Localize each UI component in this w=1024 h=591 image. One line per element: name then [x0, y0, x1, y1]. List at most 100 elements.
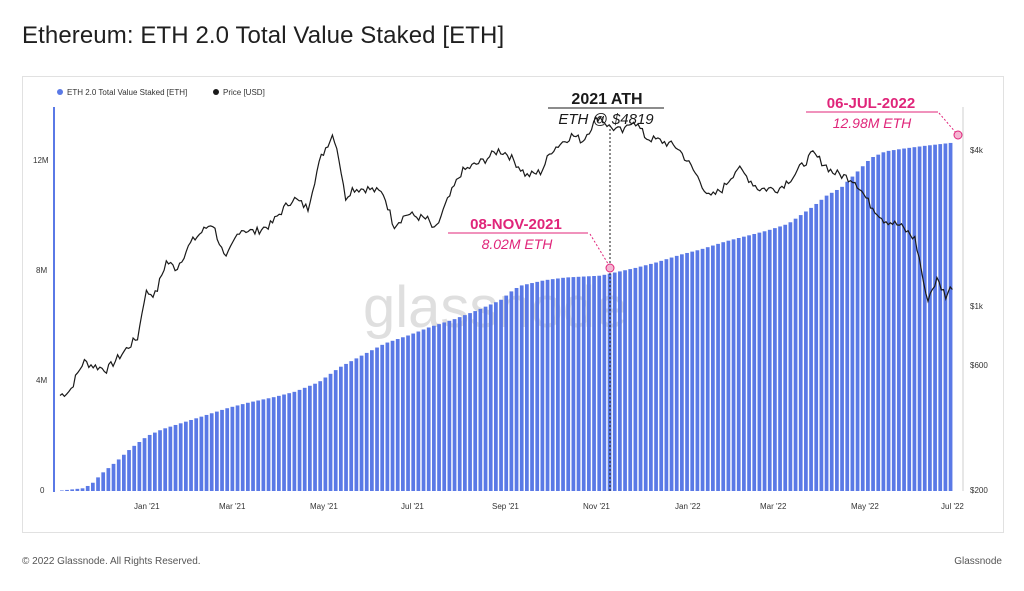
- y-left-tick-0: 0: [40, 486, 45, 495]
- staked-bar: [385, 342, 390, 491]
- staked-bar: [907, 147, 912, 492]
- staked-bar: [612, 272, 617, 491]
- staked-bar: [251, 401, 255, 491]
- staked-bar: [504, 295, 509, 491]
- staked-bar: [866, 161, 870, 491]
- staked-bar: [747, 235, 751, 491]
- x-tick-jan-22: Jan '22: [675, 502, 701, 511]
- staked-bar: [111, 463, 116, 491]
- staked-bar: [328, 373, 333, 491]
- legend-swatch-price: [213, 89, 219, 95]
- staked-bar: [432, 325, 436, 491]
- legend-label-price: Price [USD]: [223, 88, 265, 97]
- staked-bar: [80, 488, 85, 491]
- staked-bar: [354, 358, 359, 491]
- staked-bar: [809, 207, 813, 491]
- staked-bar: [840, 186, 844, 491]
- staked-bar: [96, 477, 100, 491]
- staked-bar: [871, 157, 875, 491]
- staked-bar: [215, 411, 219, 491]
- staked-bar: [209, 413, 214, 491]
- staked-bar: [793, 218, 798, 491]
- staked-bar: [752, 233, 757, 492]
- staked-bar: [106, 468, 111, 491]
- staked-bar: [845, 181, 850, 491]
- staked-bar: [912, 147, 917, 491]
- staked-bar: [814, 203, 819, 491]
- staked-bar: [891, 150, 896, 491]
- y-right-tick-1k: $1k: [970, 302, 984, 311]
- staked-bar: [581, 276, 586, 491]
- annotation-jul-2022: 06-JUL-2022 12.98M ETH: [806, 95, 963, 140]
- staked-bar: [478, 308, 483, 491]
- chart-legend: ETH 2.0 Total Value Staked [ETH] Price […: [57, 88, 265, 97]
- staked-bar: [406, 335, 410, 491]
- staked-bar: [122, 454, 126, 491]
- staked-bar: [695, 250, 700, 491]
- staked-bar: [762, 231, 767, 492]
- staked-bar: [158, 430, 162, 491]
- nov-leader-line: [589, 233, 611, 268]
- chart-card: ETH 2.0 Total Value Staked [ETH] Price […: [22, 76, 1004, 533]
- copyright-text: © 2022 Glassnode. All Rights Reserved.: [22, 556, 201, 567]
- x-tick-may-22: May '22: [851, 502, 879, 511]
- staked-bar: [674, 255, 679, 491]
- jul-subtitle: 12.98M ETH: [833, 115, 912, 131]
- staked-bar: [798, 215, 803, 491]
- annotation-nov-2021: 08-NOV-2021 8.02M ETH: [448, 216, 615, 273]
- staked-bar: [308, 385, 312, 491]
- staked-bar: [246, 402, 250, 491]
- staked-bar: [189, 419, 193, 491]
- staked-bar: [137, 441, 142, 491]
- staked-bar: [545, 279, 550, 491]
- staked-bar: [680, 254, 684, 491]
- staked-bar: [380, 344, 385, 491]
- staked-bar: [514, 287, 519, 491]
- staked-bar: [886, 150, 891, 492]
- staked-bar: [705, 247, 710, 491]
- x-tick-may-21: May '21: [310, 502, 338, 511]
- left-axis-line: [53, 107, 55, 492]
- staked-bar: [571, 277, 576, 491]
- left-axis: 0 4M 8M 12M: [33, 156, 49, 495]
- staked-bar: [649, 263, 653, 491]
- staked-bar: [835, 189, 839, 491]
- staked-bar: [767, 229, 772, 491]
- nov-subtitle: 8.02M ETH: [482, 236, 554, 252]
- staked-bar: [917, 146, 922, 491]
- staked-bar: [395, 339, 400, 491]
- staked-bar: [938, 144, 943, 491]
- y-right-tick-600: $600: [970, 361, 988, 370]
- staked-bar: [726, 240, 731, 491]
- nov-title: 08-NOV-2021: [470, 216, 562, 233]
- x-tick-mar-21: Mar '21: [219, 502, 246, 511]
- ath-title: 2021 ATH: [571, 91, 642, 108]
- legend-label-staked: ETH 2.0 Total Value Staked [ETH]: [67, 88, 187, 97]
- right-axis: $200 $600 $1k $4k: [962, 107, 988, 495]
- staked-bar: [75, 488, 80, 491]
- staked-bar: [669, 257, 674, 491]
- staked-bar: [757, 232, 762, 491]
- staked-bar: [323, 377, 328, 491]
- price-line: [59, 115, 953, 398]
- staked-bar: [473, 311, 478, 491]
- x-axis: Jan '21 Mar '21 May '21 Jul '21 Sep '21 …: [134, 502, 964, 511]
- staked-bar: [468, 313, 472, 491]
- staked-bar: [457, 317, 462, 491]
- staked-bar: [654, 262, 658, 491]
- staked-bar: [561, 277, 565, 491]
- jul-title: 06-JUL-2022: [827, 95, 915, 112]
- staked-bar: [302, 387, 307, 491]
- staked-bar: [60, 490, 64, 491]
- staked-bar: [742, 236, 746, 491]
- staked-bar: [860, 166, 865, 491]
- x-tick-mar-22: Mar '22: [760, 502, 787, 511]
- staked-bar: [313, 383, 317, 491]
- staked-bar: [452, 319, 457, 491]
- staked-bar: [488, 304, 493, 491]
- annotation-ath: 2021 ATH ETH @ $4819: [548, 91, 664, 492]
- staked-bar: [700, 248, 705, 491]
- staked-bar: [623, 270, 627, 491]
- staked-bar: [204, 414, 209, 491]
- staked-bar: [364, 352, 369, 491]
